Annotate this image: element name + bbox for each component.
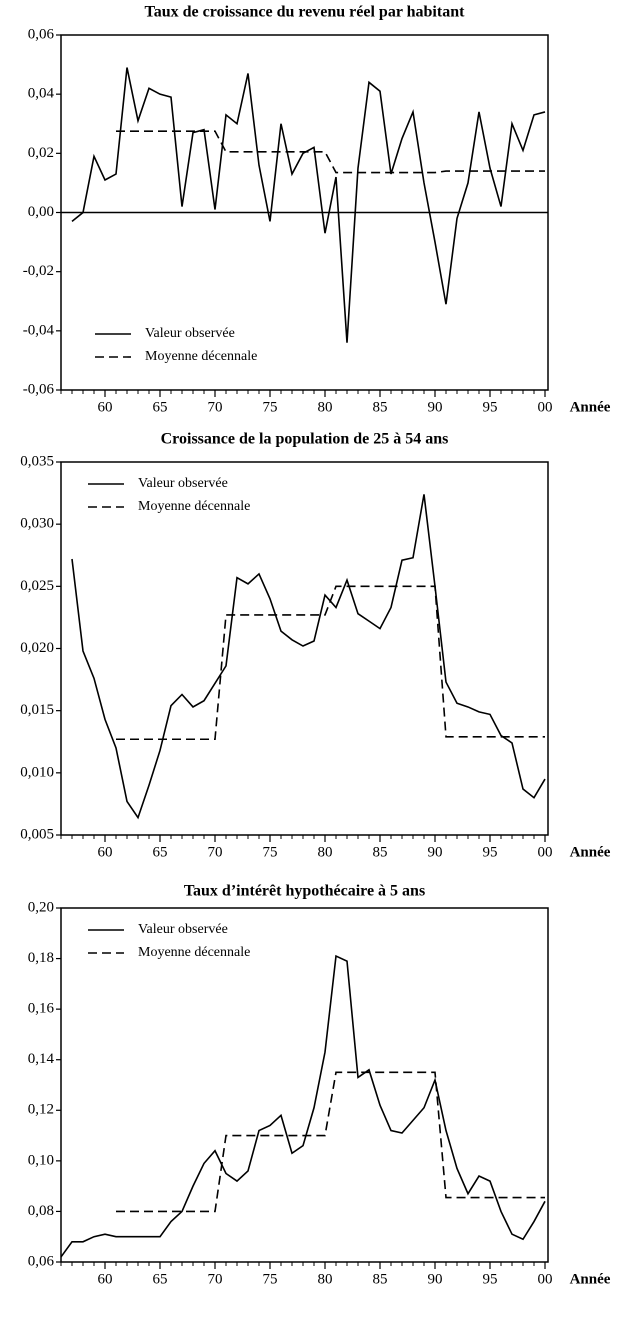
series-line (71, 494, 546, 820)
legend-label: Moyenne décennale (138, 499, 250, 514)
x-tick-label: 60 (98, 1271, 113, 1287)
y-tick-label: 0,20 (28, 899, 54, 915)
x-tick-label: 65 (153, 399, 168, 415)
y-tick-label: 0,04 (28, 86, 55, 102)
x-tick-label: 00 (538, 844, 553, 860)
legend-label: Valeur observée (138, 476, 228, 491)
x-tick-label: 65 (153, 1271, 168, 1287)
legend-label: Valeur observée (145, 326, 235, 341)
chart-title: Croissance de la population de 25 à 54 a… (161, 431, 449, 448)
y-tick-label: 0,00 (28, 204, 54, 220)
x-tick-label: 95 (483, 844, 498, 860)
x-tick-label: 95 (483, 1271, 498, 1287)
x-tick-label: 75 (263, 399, 278, 415)
plot-frame (60, 907, 549, 1263)
x-tick-label: 65 (153, 844, 168, 860)
y-tick-label: 0,030 (20, 516, 54, 532)
x-tick-label: 80 (318, 399, 333, 415)
chart-title: Taux d’intérêt hypothécaire à 5 ans (184, 883, 425, 900)
y-tick-label: 0,025 (20, 578, 54, 594)
x-tick-label: 90 (428, 1271, 443, 1287)
chart-title: Taux de croissance du revenu réel par ha… (145, 4, 466, 21)
y-tick-label: -0,02 (23, 263, 54, 279)
x-tick-label: 00 (538, 399, 553, 415)
x-tick-label: 90 (428, 399, 443, 415)
x-tick-label: 80 (318, 844, 333, 860)
y-tick-label: -0,06 (23, 381, 55, 397)
x-axis-label: Année (570, 1271, 611, 1287)
x-axis-label: Année (570, 844, 611, 860)
plot-frame (60, 461, 549, 836)
y-tick-label: 0,06 (28, 26, 55, 42)
y-tick-label: 0,14 (28, 1051, 55, 1067)
x-tick-label: 60 (98, 399, 113, 415)
legend-label: Valeur observée (138, 922, 228, 937)
series-line (60, 954, 546, 1258)
y-tick-label: 0,18 (28, 950, 54, 966)
y-tick-label: 0,015 (20, 702, 54, 718)
x-tick-label: 85 (373, 1271, 388, 1287)
x-tick-label: 60 (98, 844, 113, 860)
series-line (116, 585, 545, 741)
x-tick-label: 70 (208, 844, 223, 860)
x-tick-label: 90 (428, 844, 443, 860)
series-line (116, 130, 545, 174)
y-tick-label: 0,02 (28, 145, 54, 161)
series-line (71, 67, 546, 343)
y-tick-label: 0,06 (28, 1253, 55, 1269)
x-axis-label: Année (570, 399, 611, 415)
x-tick-label: 75 (263, 1271, 278, 1287)
legend-label: Moyenne décennale (138, 945, 250, 960)
x-tick-label: 85 (373, 399, 388, 415)
x-tick-label: 95 (483, 399, 498, 415)
y-tick-label: 0,010 (20, 764, 54, 780)
y-tick-label: 0,020 (20, 640, 54, 656)
x-tick-label: 00 (538, 1271, 553, 1287)
y-tick-label: 0,035 (20, 453, 54, 469)
y-tick-label: 0,005 (20, 826, 54, 842)
y-tick-label: -0,04 (23, 322, 55, 338)
y-tick-label: 0,12 (28, 1102, 54, 1118)
legend-label: Moyenne décennale (145, 349, 257, 364)
x-tick-label: 75 (263, 844, 278, 860)
x-tick-label: 85 (373, 844, 388, 860)
y-tick-label: 0,10 (28, 1152, 54, 1168)
series-line (116, 1071, 545, 1213)
y-tick-label: 0,08 (28, 1203, 54, 1219)
x-tick-label: 80 (318, 1271, 333, 1287)
x-tick-label: 70 (208, 399, 223, 415)
y-tick-label: 0,16 (28, 1001, 55, 1017)
x-tick-label: 70 (208, 1271, 223, 1287)
